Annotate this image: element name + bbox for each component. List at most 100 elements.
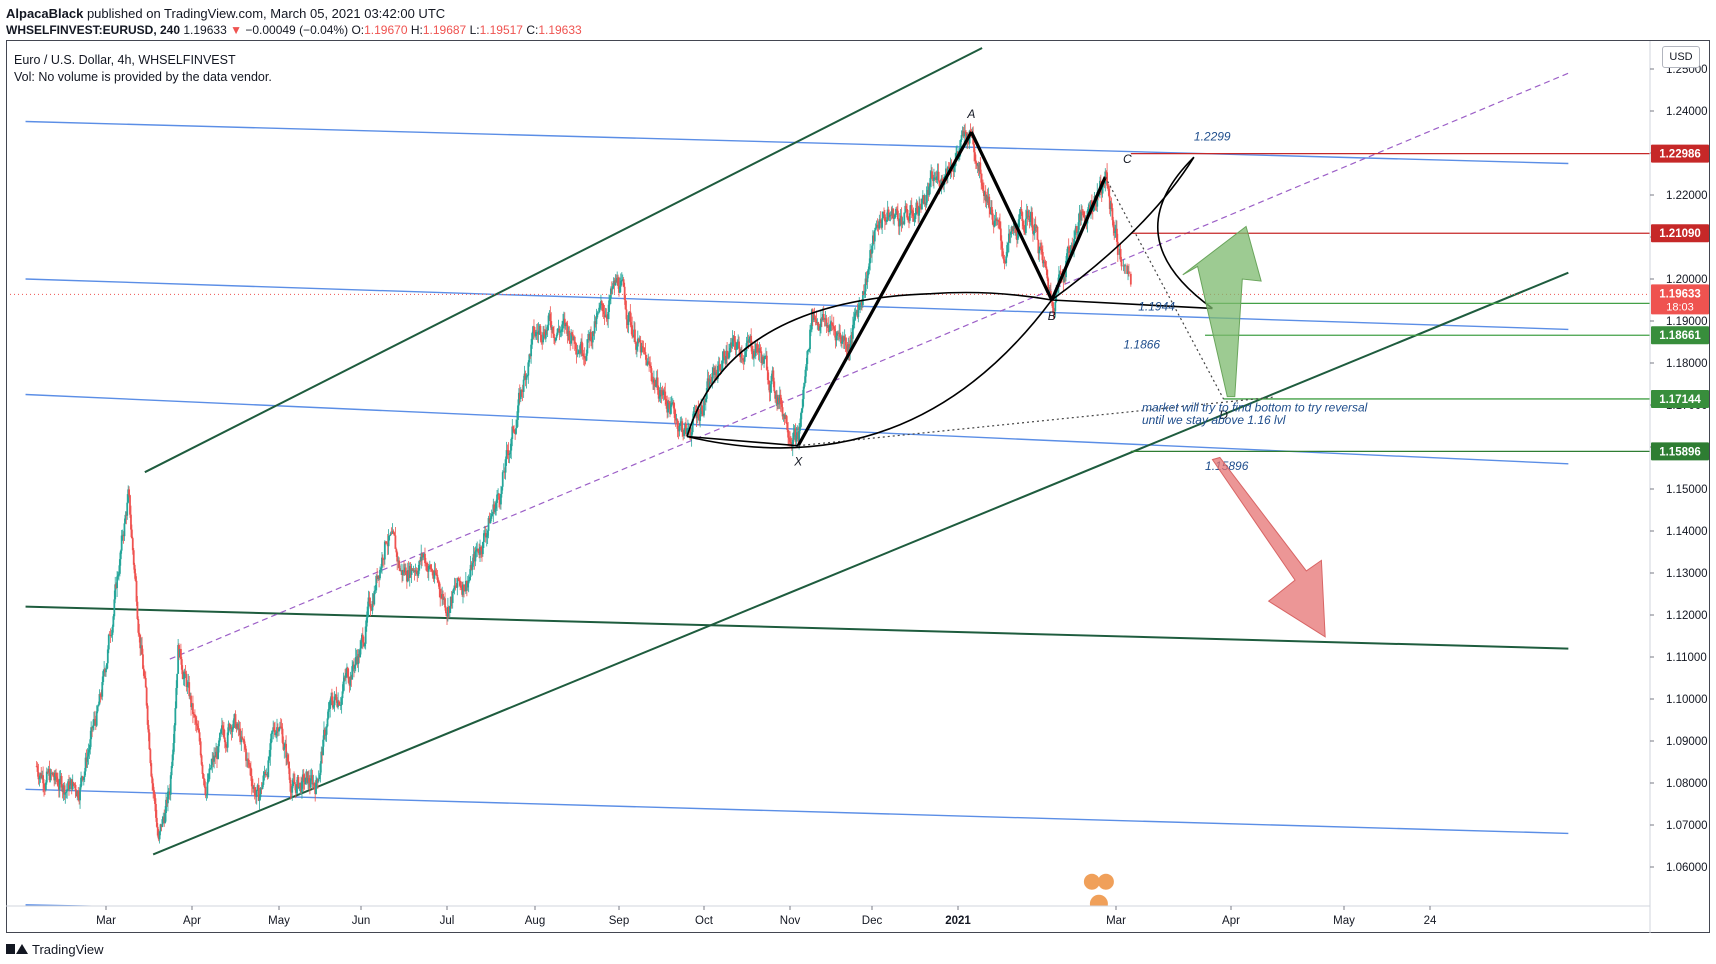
candle-body	[850, 335, 852, 348]
candle-body	[218, 740, 220, 747]
candle-body	[238, 728, 241, 730]
harmonic-leg-XA	[796, 131, 973, 447]
candle-body	[1042, 261, 1045, 264]
candle-body	[834, 330, 837, 341]
candle-body	[867, 269, 870, 276]
candle-body	[1107, 185, 1109, 189]
candle-body	[99, 694, 102, 697]
time-tick-label: Apr	[183, 915, 201, 927]
legend-title[interactable]: Euro / U.S. Dollar, 4h, WHSELFINVEST	[14, 53, 236, 67]
candle-body	[460, 585, 463, 588]
candle-body	[331, 696, 333, 701]
time-tick-label: Jul	[440, 915, 455, 927]
candle-body	[756, 344, 759, 353]
candle-body	[136, 601, 139, 620]
candle-body	[542, 332, 545, 343]
author-name[interactable]: AlpacaBlack	[6, 6, 84, 21]
candle-body	[650, 366, 652, 373]
candle-body	[631, 325, 634, 336]
candle-body	[262, 775, 265, 785]
candle-body	[72, 782, 75, 784]
candle-body	[905, 205, 908, 210]
candle-body	[573, 336, 576, 344]
candle-body	[1037, 239, 1040, 254]
candle-body	[960, 135, 963, 141]
candle-body	[495, 502, 498, 509]
candle-body	[473, 554, 476, 562]
candle-body	[822, 314, 825, 319]
candle-body	[946, 166, 949, 176]
footer-brand[interactable]: TradingView	[32, 941, 104, 957]
harmonic-pattern: X A B C D	[686, 107, 1274, 469]
candle-body	[386, 542, 389, 547]
candle-body	[863, 291, 866, 295]
red-down-arrow	[1211, 456, 1326, 638]
candle-body	[630, 322, 633, 326]
candle-body	[900, 215, 903, 225]
candle-body	[474, 551, 477, 562]
candle-body	[468, 576, 471, 580]
chart-header: AlpacaBlack published on TradingView.com…	[6, 4, 1710, 38]
candle-body	[151, 776, 154, 784]
price-axis: 1.250001.240001.230001.220001.210001.200…	[1649, 41, 1709, 933]
candle-body	[92, 725, 94, 729]
candle-body	[296, 776, 299, 786]
candle-body	[881, 218, 884, 228]
candle-body	[351, 666, 354, 680]
candle-body	[789, 439, 791, 443]
candle-body	[992, 224, 995, 227]
candle-body	[959, 140, 962, 148]
candle-body	[528, 354, 531, 363]
candle-body	[751, 346, 753, 355]
candle-body	[527, 362, 530, 376]
candle-body	[117, 573, 120, 575]
candle-body	[667, 401, 669, 413]
candle-body	[1026, 210, 1029, 218]
candle-body	[668, 401, 670, 403]
candle-body	[399, 568, 401, 571]
candle-body	[1036, 226, 1039, 240]
price-tick-label: 1.24000	[1666, 106, 1708, 118]
tradingview-logo-icon[interactable]	[6, 942, 28, 956]
time-tick-label: May	[268, 915, 290, 927]
candle-body	[836, 332, 839, 336]
price-tick-label: 1.15000	[1666, 484, 1708, 496]
candle-body	[555, 334, 558, 338]
candle-body	[757, 352, 760, 353]
candle-body	[309, 778, 312, 788]
candle-body	[343, 677, 346, 682]
arc-right	[1157, 156, 1213, 310]
candle-body	[729, 342, 732, 348]
candle-body	[326, 718, 329, 727]
candle-body	[277, 727, 279, 732]
candle-body	[767, 380, 770, 385]
candle-body	[759, 348, 762, 352]
candle-body	[230, 726, 233, 732]
candle-body	[489, 518, 492, 524]
candle-body	[932, 178, 934, 182]
candle-body	[423, 553, 425, 557]
candle-body	[318, 775, 321, 780]
time-axis: Mar Apr May Jun Jul Aug Sep Oct Nov Dec 2021 Mar Apr…	[6, 905, 1650, 927]
candle-body	[116, 576, 118, 589]
symbol-label[interactable]: WHSELFINVEST:EURUSD, 240	[6, 23, 181, 37]
candle-body	[1112, 220, 1115, 228]
candle-body	[813, 314, 816, 319]
candle-body	[56, 776, 58, 780]
time-tick-label: Mar	[1106, 915, 1126, 927]
candle-body	[686, 428, 688, 435]
last-price-badge	[1651, 284, 1709, 315]
currency-button[interactable]: USD	[1662, 46, 1700, 68]
candle-body	[44, 782, 47, 790]
candle-body	[547, 315, 550, 326]
candle-body	[146, 705, 149, 725]
candle-body	[554, 337, 557, 341]
candle-body	[364, 626, 367, 644]
candle-body	[205, 794, 208, 796]
candle-body	[609, 298, 611, 301]
candle-body	[182, 678, 185, 680]
median-dashed-line	[169, 72, 1569, 660]
candle-body	[624, 299, 627, 310]
last-price: 1.19633	[183, 23, 227, 37]
